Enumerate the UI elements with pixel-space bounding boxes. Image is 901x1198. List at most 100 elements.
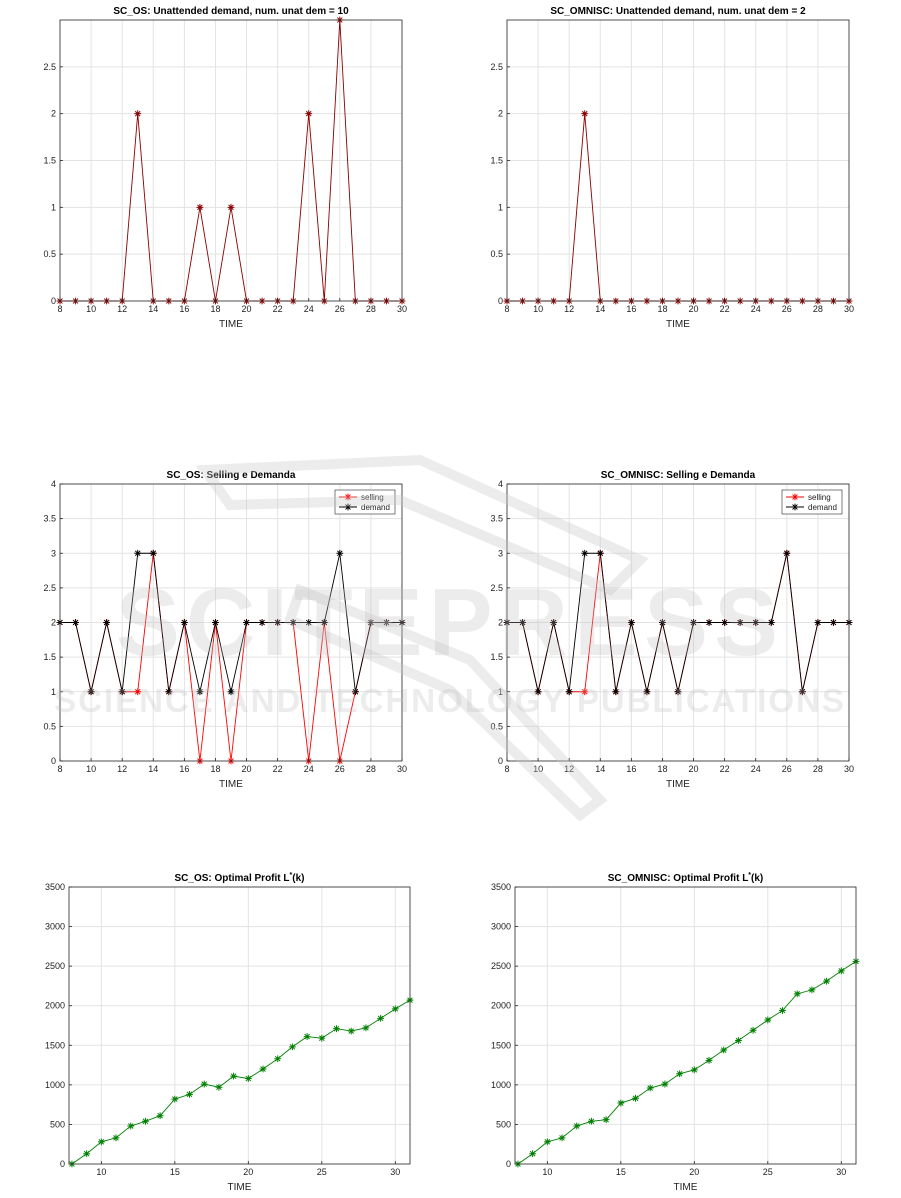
data-point bbox=[212, 619, 219, 626]
y-tick-label: 3500 bbox=[45, 882, 65, 892]
chart-title: SC_OMNISC: Optimal Profit L*(k) bbox=[608, 872, 764, 884]
data-point bbox=[377, 1014, 385, 1022]
x-tick-label: 24 bbox=[751, 304, 761, 314]
title-superscript: * bbox=[290, 872, 293, 879]
legend-box bbox=[781, 489, 843, 515]
x-tick-label: 30 bbox=[836, 1167, 846, 1177]
data-point bbox=[134, 110, 142, 118]
y-tick-label: 0.5 bbox=[490, 721, 503, 731]
y-tick-label: 1000 bbox=[491, 1080, 511, 1090]
y-tick-label: 2500 bbox=[45, 961, 65, 971]
data-point bbox=[617, 1099, 625, 1107]
data-point bbox=[318, 1034, 326, 1042]
data-point bbox=[581, 110, 589, 118]
x-tick-label: 14 bbox=[595, 304, 605, 314]
x-tick-label: 12 bbox=[564, 764, 574, 774]
series-demand bbox=[56, 549, 406, 696]
x-tick-label: 18 bbox=[657, 304, 667, 314]
x-tick-label: 10 bbox=[533, 304, 543, 314]
x-tick-label: 22 bbox=[720, 304, 730, 314]
y-tick-label: 1.5 bbox=[490, 156, 503, 166]
x-tick-label: 8 bbox=[57, 304, 62, 314]
x-axis-label: TIME bbox=[674, 1182, 698, 1193]
legend-marker bbox=[791, 493, 799, 501]
data-point bbox=[646, 1084, 654, 1092]
data-point bbox=[659, 619, 666, 626]
data-point bbox=[529, 1150, 537, 1158]
data-point bbox=[72, 619, 79, 626]
x-tick-label: 30 bbox=[390, 1167, 400, 1177]
x-tick-label: 24 bbox=[751, 764, 761, 774]
x-tick-label: 28 bbox=[813, 304, 823, 314]
y-tick-label: 0 bbox=[498, 756, 503, 766]
data-point bbox=[573, 1122, 581, 1130]
data-point bbox=[103, 619, 111, 626]
title-superscript: * bbox=[748, 872, 751, 879]
y-tick-label: 0.5 bbox=[43, 721, 56, 731]
data-point bbox=[793, 990, 801, 998]
data-point bbox=[127, 1122, 135, 1130]
data-point bbox=[347, 1027, 355, 1035]
data-point bbox=[596, 549, 604, 557]
chart-title: SC_OS: Optimal Profit L*(k) bbox=[175, 872, 305, 884]
data-point bbox=[632, 1094, 639, 1102]
data-point bbox=[289, 1043, 296, 1051]
data-point bbox=[602, 1116, 610, 1124]
data-point bbox=[227, 688, 235, 696]
chart-panel-4: 8 10 12 14 16 18 20 22 24 26 28 30 0 0.5 1 1.5 2 2.5 3 3.5 4… bbox=[490, 470, 854, 790]
data-point bbox=[690, 1066, 698, 1074]
data-point bbox=[581, 549, 589, 557]
legend-label: demand bbox=[361, 503, 390, 512]
x-tick-label: 10 bbox=[86, 764, 96, 774]
data-point bbox=[543, 1138, 551, 1146]
y-tick-label: 0 bbox=[51, 296, 56, 306]
data-point bbox=[196, 688, 204, 696]
chart-panel-1: 8 10 12 14 16 18 20 22 24 26 28 30 0 0.5 1 1.5 2 2.5 TIME S… bbox=[43, 6, 407, 330]
y-tick-label: 3000 bbox=[491, 922, 511, 932]
data-point bbox=[244, 1075, 252, 1082]
data-point bbox=[581, 688, 589, 696]
data-point bbox=[367, 619, 375, 626]
x-tick-label: 25 bbox=[317, 1167, 327, 1177]
data-point bbox=[588, 1117, 595, 1125]
data-point bbox=[180, 619, 188, 626]
data-point bbox=[149, 549, 157, 557]
data-point bbox=[362, 1024, 370, 1032]
y-tick-label: 2500 bbox=[491, 961, 511, 971]
x-tick-label: 26 bbox=[335, 304, 345, 314]
y-tick-label: 1 bbox=[51, 202, 56, 212]
x-tick-label: 30 bbox=[397, 304, 407, 314]
x-tick-label: 22 bbox=[273, 764, 283, 774]
y-tick-label: 2 bbox=[51, 618, 56, 628]
data-point bbox=[333, 1025, 340, 1033]
x-tick-label: 20 bbox=[242, 764, 252, 774]
y-tick-label: 2 bbox=[498, 618, 503, 628]
legend-label: selling bbox=[361, 493, 384, 502]
y-tick-label: 2.5 bbox=[43, 62, 56, 72]
data-point bbox=[767, 619, 775, 626]
x-tick-label: 12 bbox=[117, 764, 127, 774]
y-tick-label: 2000 bbox=[45, 1001, 65, 1011]
data-point bbox=[171, 1095, 179, 1103]
legend-marker bbox=[791, 503, 799, 511]
x-tick-label: 26 bbox=[782, 304, 792, 314]
x-tick-label: 22 bbox=[720, 764, 730, 774]
x-tick-label: 10 bbox=[96, 1167, 106, 1177]
data-point bbox=[519, 619, 526, 626]
y-tick-label: 0 bbox=[498, 296, 503, 306]
x-tick-label: 16 bbox=[626, 304, 636, 314]
y-tick-label: 3 bbox=[498, 548, 503, 558]
y-tick-label: 0 bbox=[60, 1159, 65, 1169]
x-tick-label: 18 bbox=[210, 764, 220, 774]
x-tick-label: 10 bbox=[542, 1167, 552, 1177]
data-point bbox=[186, 1090, 193, 1098]
y-tick-label: 1.5 bbox=[43, 156, 56, 166]
y-tick-label: 2000 bbox=[491, 1001, 511, 1011]
data-point bbox=[814, 619, 822, 626]
x-axis-label: TIME bbox=[219, 319, 243, 330]
chart-panel-2: 8 10 12 14 16 18 20 22 24 26 28 30 0 0.5 1 1.5 2 2.5 TIME S… bbox=[490, 6, 854, 330]
x-tick-label: 8 bbox=[57, 764, 62, 774]
data-point bbox=[823, 977, 831, 985]
